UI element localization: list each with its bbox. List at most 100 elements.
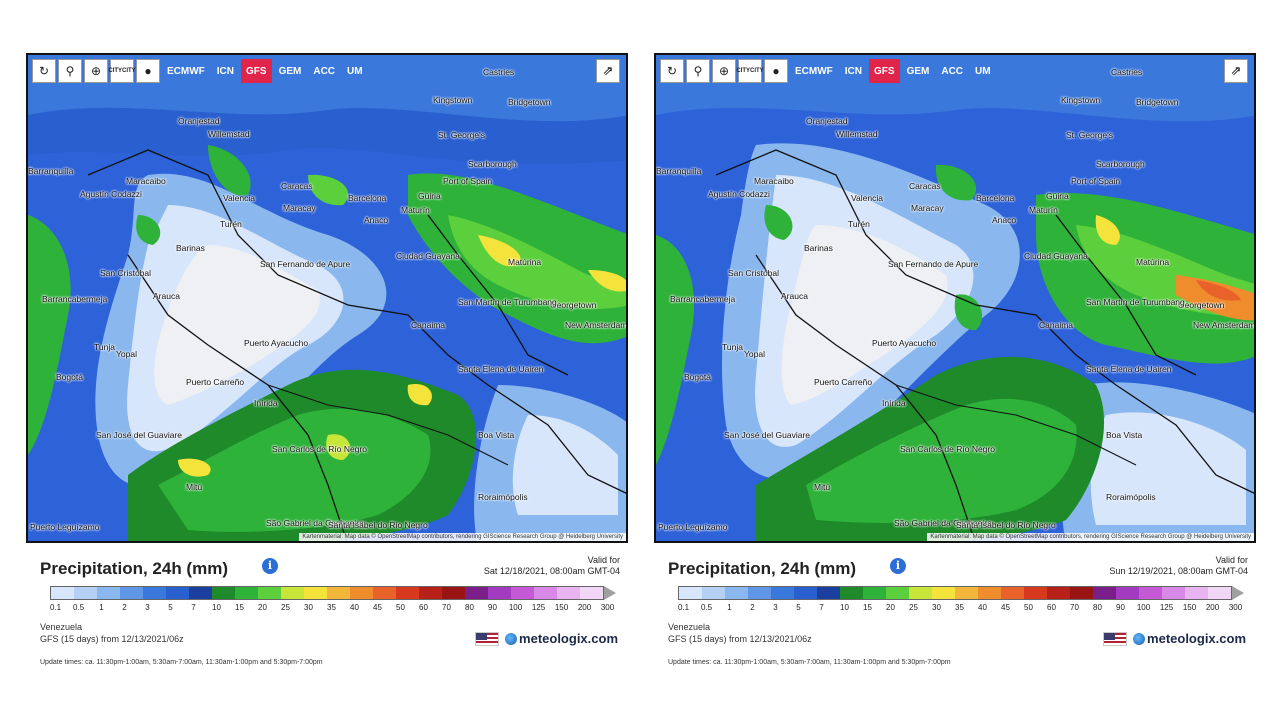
city-label: San Cristóbal (100, 268, 152, 278)
colorbar-cell (1139, 587, 1162, 599)
colorbar-cell (1208, 587, 1231, 599)
model-tab-acc[interactable]: ACC (313, 65, 336, 77)
city-label: Canaima (411, 320, 446, 330)
model-tab-um[interactable]: UM (347, 65, 363, 77)
city-label: Oranjestad (178, 116, 220, 126)
colorbar-label: 80 (465, 603, 474, 612)
info-icon[interactable]: i (262, 558, 278, 574)
update-times: Update times: ca. 11:30pm-1:00am, 5:30am… (40, 659, 323, 666)
refresh-icon[interactable]: ↻ (32, 59, 56, 83)
colorbar-label: 70 (1070, 603, 1079, 612)
info-icon[interactable]: i (890, 558, 906, 574)
colorbar-cell (978, 587, 1001, 599)
model-tab-gfs[interactable]: GFS (241, 59, 272, 83)
colorbar-label: 60 (1047, 603, 1056, 612)
city-label: Yopal (116, 349, 137, 359)
city-label: Ciudad Guayana (1024, 251, 1088, 261)
us-flag-icon[interactable] (475, 631, 500, 646)
city-label: Bogotá (56, 372, 83, 382)
region-info: Venezuela GFS (15 days) from 12/13/2021/0… (668, 622, 812, 644)
colorbar-label: 25 (909, 603, 918, 612)
colorbar-label: 40 (350, 603, 359, 612)
colorbar-cell (143, 587, 166, 599)
colorbar-label: 5 (168, 603, 173, 612)
model-tab-gfs[interactable]: GFS (869, 59, 900, 83)
colorbar-label: 7 (191, 603, 196, 612)
colorbar-cell (534, 587, 557, 599)
city-label: Agustín Codazzi (80, 189, 142, 199)
city-label: St. George's (1066, 130, 1113, 140)
city-label: Barrancabermeja (670, 294, 736, 304)
model-tab-acc[interactable]: ACC (941, 65, 964, 77)
colorbar-max-arrow (604, 586, 616, 600)
colorbar-label: 3 (145, 603, 150, 612)
city-label: Maturín (401, 205, 430, 215)
model-tab-gem[interactable]: GEM (906, 65, 930, 77)
brand-logo[interactable]: meteologix.com (475, 631, 618, 646)
city-label: Arauca (153, 291, 180, 301)
model-tab-icn[interactable]: ICN (216, 65, 235, 77)
city-label: Willemstad (836, 129, 878, 139)
colorbar-cell (909, 587, 932, 599)
city-label: Puerto Carreño (186, 377, 245, 387)
zoom-icon[interactable]: ⊕ (84, 59, 108, 83)
city-label: New Amsterdam (565, 320, 628, 330)
share-icon[interactable]: ⇗ (1224, 59, 1248, 83)
colorbar-cell (442, 587, 465, 599)
model-tab-icn[interactable]: ICN (844, 65, 863, 77)
precip-field (656, 55, 1254, 541)
city-label: Bridgetown (1136, 97, 1179, 107)
colorbar-cell (350, 587, 373, 599)
city-label: San Martín de Turumbang (458, 297, 557, 307)
city-label: Tunja (722, 342, 743, 352)
colorbar-cell (748, 587, 771, 599)
colorbar-label: 300 (600, 603, 615, 612)
city-label: Port of Spain (1071, 176, 1121, 186)
location-pin-icon[interactable]: ⚲ (58, 59, 82, 83)
city-toggle-button[interactable]: CITY CITY (736, 59, 764, 83)
city-toggle-button[interactable]: CITY CITY (108, 59, 136, 83)
zoom-icon[interactable]: ⊕ (712, 59, 736, 83)
precip-map[interactable]: ↻ ⚲ ⊕ CITY CITY ● ECMWF ICN GFS GEM ACC U… (654, 53, 1256, 543)
city-label: Scarborough (468, 159, 517, 169)
colorbar-label: 70 (442, 603, 451, 612)
city-label: Boa Vista (1106, 430, 1143, 440)
us-flag-icon[interactable] (1103, 631, 1128, 646)
valid-time: Valid for Sat 12/18/2021, 08:00am GMT-04 (483, 555, 620, 576)
model-tab-gem[interactable]: GEM (278, 65, 302, 77)
colorbar-cell (327, 587, 350, 599)
chart-title: Precipitation, 24h (mm) (668, 559, 856, 578)
location-pin-icon[interactable]: ⚲ (686, 59, 710, 83)
city-label: San Fernando de Apure (260, 259, 351, 269)
region-info: Venezuela GFS (15 days) from 12/13/2021/0… (40, 622, 184, 644)
colorbar-cell (1093, 587, 1116, 599)
brand-logo[interactable]: meteologix.com (1103, 631, 1246, 646)
city-label: Barranquilla (28, 166, 74, 176)
colorbar-label: 200 (1205, 603, 1220, 612)
model-tab-um[interactable]: UM (975, 65, 991, 77)
city-label: Maracaibo (754, 176, 794, 186)
model-tab-ecmwf[interactable]: ECMWF (795, 65, 833, 77)
colorbar-label: 40 (978, 603, 987, 612)
colorbar-label: 15 (235, 603, 244, 612)
city-label: Boa Vista (478, 430, 515, 440)
city-label: Kingstown (1061, 95, 1101, 105)
city-label: Castries (1111, 67, 1143, 77)
point-marker-icon[interactable]: ● (136, 59, 160, 83)
valid-time: Valid for Sun 12/19/2021, 08:00am GMT-04 (1109, 555, 1248, 576)
colorbar-cell (258, 587, 281, 599)
colorbar-cell (396, 587, 419, 599)
colorbar-label: 90 (488, 603, 497, 612)
city-label: Kingstown (433, 95, 473, 105)
colorbar-cell (863, 587, 886, 599)
city-label: Matúrina (508, 257, 542, 267)
refresh-icon[interactable]: ↻ (660, 59, 684, 83)
colorbar-labels: 0.1 0.5 1 2 3 5 7 10 15 20 25 30 35 40 45 50 60 70 80 90 100… (672, 603, 1247, 612)
point-marker-icon[interactable]: ● (764, 59, 788, 83)
precip-map[interactable]: ↻ ⚲ ⊕ CITY CITY ● ECMWF ICN GFS GEM ACC U… (26, 53, 628, 543)
brand-name: meteologix.com (519, 631, 618, 646)
city-label: San José del Guaviare (724, 430, 810, 440)
colorbar-cell (932, 587, 955, 599)
model-tab-ecmwf[interactable]: ECMWF (167, 65, 205, 77)
share-icon[interactable]: ⇗ (596, 59, 620, 83)
